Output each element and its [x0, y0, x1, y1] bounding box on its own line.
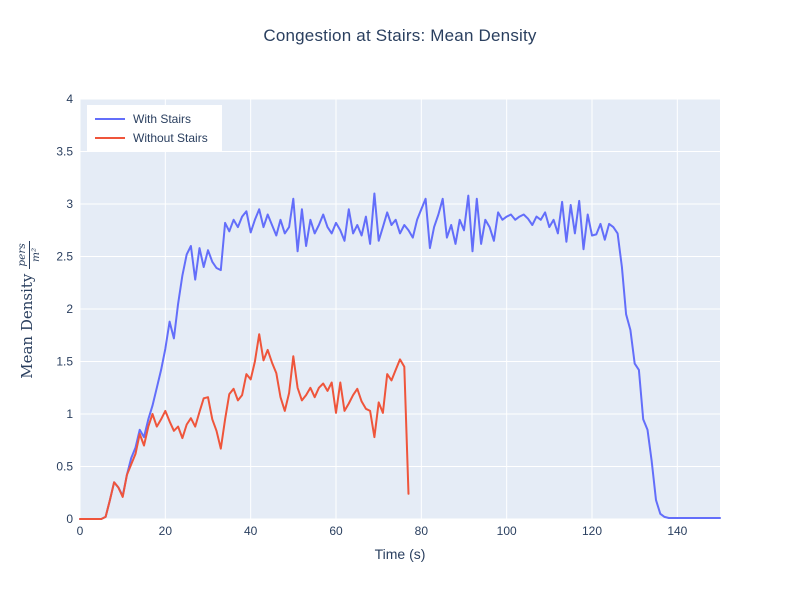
x-tick-label: 120 — [582, 524, 602, 538]
y-axis-title-text: Mean Density — [17, 273, 36, 379]
x-tick-label: 60 — [329, 524, 343, 538]
line-with-stairs[interactable] — [79, 192, 721, 520]
legend: With Stairs Without Stairs — [87, 105, 222, 151]
y-tick-label: 1.5 — [56, 355, 73, 369]
y-tick-label: 2 — [66, 302, 73, 316]
x-tick-label: 20 — [159, 524, 173, 538]
y-tick-label: 1 — [66, 407, 73, 421]
y-axis-title: Mean Density pers m² — [16, 179, 43, 441]
legend-label: With Stairs — [133, 111, 192, 126]
legend-line-swatch — [95, 117, 125, 120]
legend-label: Without Stairs — [133, 130, 208, 145]
y-tick-label: 0.5 — [56, 460, 73, 474]
y-tick-label: 2.5 — [56, 250, 73, 264]
line-without-stairs[interactable] — [79, 333, 410, 520]
legend-item-with-stairs[interactable]: With Stairs — [95, 109, 208, 128]
legend-item-without-stairs[interactable]: Without Stairs — [95, 128, 208, 147]
chart-title: Congestion at Stairs: Mean Density — [263, 26, 537, 45]
y-axis-unit-denominator: m² — [29, 247, 42, 263]
x-tick-label: 40 — [244, 524, 258, 538]
gridlines — [79, 98, 720, 520]
y-tick-label: 4 — [66, 92, 73, 106]
x-tick-label: 140 — [667, 524, 687, 538]
y-tick-label: 3.5 — [56, 145, 73, 159]
x-tick-label: 80 — [415, 524, 429, 538]
x-tick-label: 0 — [77, 524, 84, 538]
y-tick-label: 3 — [66, 197, 73, 211]
x-tick-label: 100 — [497, 524, 517, 538]
y-axis-unit-fraction: pers m² — [16, 241, 42, 269]
y-axis-unit-numerator: pers — [16, 241, 30, 269]
y-tick-label: 0 — [66, 512, 73, 526]
legend-line-swatch — [95, 136, 125, 139]
x-axis-title: Time (s) — [374, 546, 426, 562]
